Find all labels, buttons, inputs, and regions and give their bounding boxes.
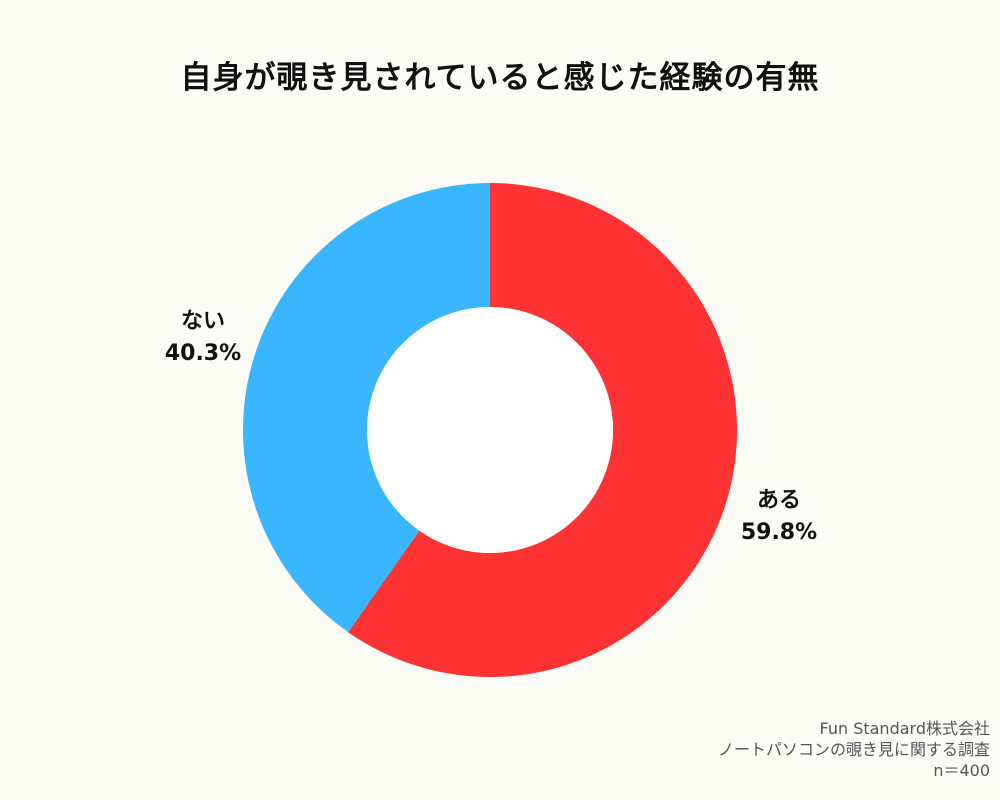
slice-label-aru-name: ある — [756, 488, 801, 513]
donut-slice-1 — [242, 183, 490, 633]
source-sample: n＝400 — [933, 761, 990, 780]
slice-label-nai: ない 40.3% — [148, 306, 258, 370]
chart-title: 自身が覗き見されていると感じた経験の有無 — [180, 60, 820, 96]
slice-label-aru: ある 59.8% — [724, 485, 834, 549]
source-survey: ノートパソコンの覗き見に関する調査 — [717, 740, 990, 759]
source-note: Fun Standard株式会社 ノートパソコンの覗き見に関する調査 n＝400 — [718, 718, 990, 781]
slice-label-nai-value: 40.3% — [164, 341, 242, 366]
slice-label-aru-value: 59.8% — [740, 520, 818, 545]
slice-label-nai-name: ない — [180, 309, 225, 334]
donut-hole — [367, 307, 613, 553]
donut-slice-0 — [348, 183, 737, 677]
source-company: Fun Standard株式会社 — [819, 719, 991, 738]
